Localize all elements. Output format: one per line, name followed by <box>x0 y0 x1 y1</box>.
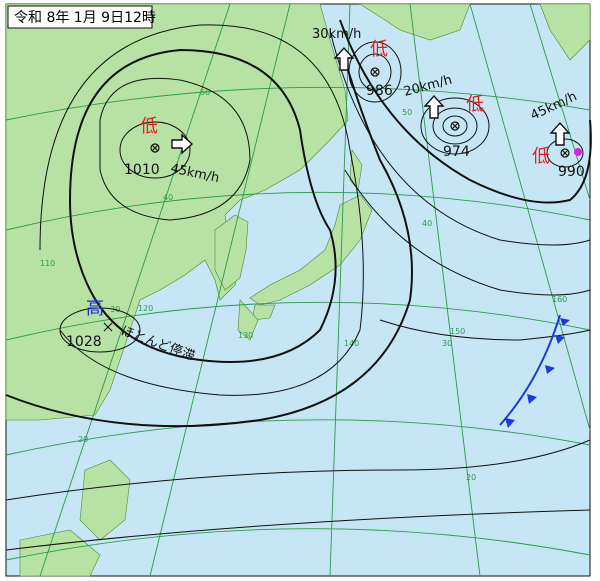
isobars <box>5 19 592 551</box>
isobar <box>119 121 191 179</box>
lat-label: 20 <box>466 473 476 482</box>
latitude-line <box>5 528 591 561</box>
longitude-line <box>469 3 591 431</box>
longitude-line <box>39 3 231 577</box>
warm-front <box>574 148 582 156</box>
grid-labels: 50 40 30 20 50 40 30 20 110 120 130 140 … <box>40 88 567 482</box>
isobar <box>432 107 478 145</box>
system-kind: 低 <box>466 94 484 115</box>
motion: 30km/h <box>312 27 361 42</box>
pressure: 990 <box>558 164 585 180</box>
lat-label: 50 <box>402 108 412 117</box>
longitude-line <box>409 3 481 577</box>
pressure: 974 <box>443 144 470 160</box>
latitude-line <box>5 419 591 456</box>
isobar <box>339 19 592 204</box>
isobar <box>99 77 251 221</box>
lat-label: 50 <box>200 88 210 97</box>
graticule <box>5 3 591 577</box>
longitude-line <box>529 3 591 201</box>
latitude-line <box>5 301 591 341</box>
lat-label: 40 <box>163 193 173 202</box>
lon-label: 110 <box>40 259 55 268</box>
isobar <box>546 138 584 168</box>
cold-front <box>499 314 561 426</box>
center-marks <box>103 67 570 332</box>
isobar <box>420 97 490 155</box>
isobar <box>5 439 591 501</box>
system-kind: 低 <box>370 39 388 60</box>
isobar <box>344 169 591 296</box>
title-box <box>7 5 153 29</box>
isobar <box>69 48 337 363</box>
longitude-line <box>329 3 351 577</box>
isobar <box>5 59 413 428</box>
isobar <box>5 509 591 551</box>
motion-arrows <box>171 46 571 155</box>
lon-label: 150 <box>450 327 465 336</box>
isobar <box>379 319 591 341</box>
isobar <box>348 41 402 103</box>
pressure: 1010 <box>124 162 160 178</box>
lon-label: 130 <box>238 331 253 340</box>
system-kind: 低 <box>532 146 550 167</box>
system-kind: 高 <box>86 298 104 319</box>
latitude-line <box>5 191 591 231</box>
lat-label: 40 <box>422 219 432 228</box>
lon-label: 120 <box>138 304 153 313</box>
isobar <box>329 29 591 246</box>
isobar <box>39 24 364 396</box>
pressure: 986 <box>366 83 393 99</box>
isobar <box>59 307 141 353</box>
pressure: 1028 <box>66 334 102 350</box>
lon-label: 160 <box>552 295 567 304</box>
front-symbols <box>505 318 570 428</box>
system-kind: 低 <box>140 116 158 137</box>
lon-label: 140 <box>344 339 359 348</box>
isobar <box>442 115 468 137</box>
longitude-line <box>149 3 291 577</box>
title: 令和 8年 1月 9日12時 <box>14 10 156 26</box>
lat-label: 20 <box>78 435 88 444</box>
lat-label: 30 <box>442 339 452 348</box>
